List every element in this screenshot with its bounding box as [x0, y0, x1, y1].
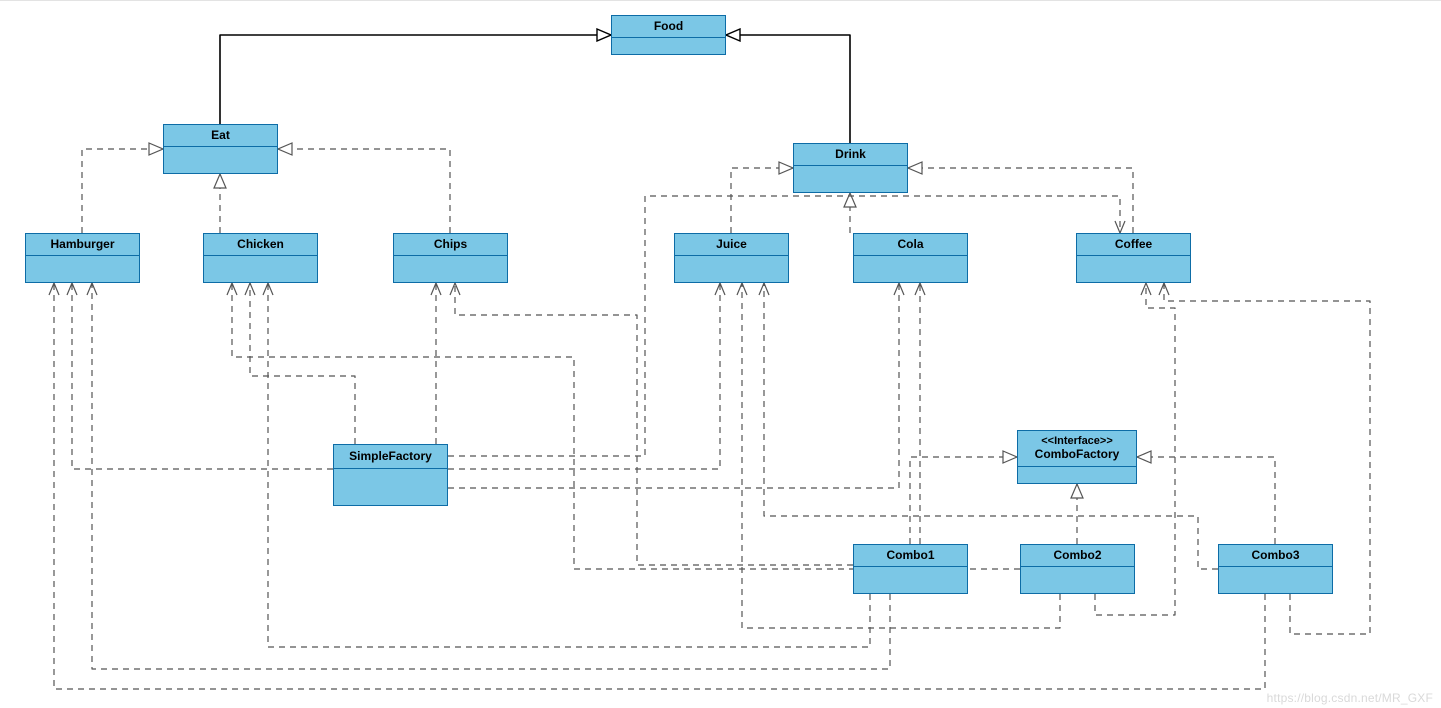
uml-node-title: Food: [612, 16, 725, 38]
uml-node-juice: Juice: [674, 233, 789, 283]
uml-node-label: Hamburger: [28, 238, 137, 252]
uml-node-body: [334, 469, 447, 506]
diagram-canvas: Food Eat Drink Hamburger Chicken Chips Juice Co…: [0, 0, 1441, 708]
edge-c3-hamburger2: [54, 283, 1265, 689]
uml-node-body: [675, 256, 788, 283]
uml-node-title: Coffee: [1077, 234, 1190, 256]
watermark-text: https://blog.csdn.net/MR_GXF: [1267, 691, 1433, 705]
edge-coffee-drink: [908, 168, 1133, 233]
uml-node-food: Food: [611, 15, 726, 55]
edge-c1-chips: [455, 283, 853, 565]
uml-node-body: [394, 256, 507, 283]
uml-node-label: Chicken: [206, 238, 315, 252]
edge-c2-chicken2: [232, 283, 1020, 569]
uml-node-simplefactory: SimpleFactory: [333, 444, 448, 506]
uml-node-coffee: Coffee: [1076, 233, 1191, 283]
uml-node-body: [1219, 567, 1332, 594]
uml-node-body: [26, 256, 139, 283]
edge-hamburger-eat: [82, 149, 163, 233]
uml-node-title: Chips: [394, 234, 507, 256]
uml-node-label: ComboFactory: [1020, 448, 1134, 462]
uml-node-label: Combo1: [856, 549, 965, 563]
edge-combo3-cf: [1137, 457, 1275, 544]
uml-node-body: [612, 38, 725, 55]
edge-juice-drink: [731, 168, 793, 233]
edge-sf-chicken: [250, 283, 355, 444]
edges-layer: [0, 1, 1441, 708]
uml-node-title: <<Interface>>ComboFactory: [1018, 431, 1136, 467]
edge-chips-eat: [278, 149, 450, 233]
uml-node-body: [1021, 567, 1134, 594]
uml-node-label: Food: [614, 20, 723, 34]
uml-node-label: SimpleFactory: [336, 450, 445, 464]
uml-node-title: Combo2: [1021, 545, 1134, 567]
uml-node-title: Juice: [675, 234, 788, 256]
uml-node-cola: Cola: [853, 233, 968, 283]
uml-node-label: Eat: [166, 129, 275, 143]
uml-node-body: [204, 256, 317, 283]
edge-eat-food: [220, 35, 611, 124]
uml-node-title: SimpleFactory: [334, 445, 447, 469]
uml-node-label: Cola: [856, 238, 965, 252]
uml-node-label: Drink: [796, 148, 905, 162]
uml-node-title: Chicken: [204, 234, 317, 256]
uml-node-title: Drink: [794, 144, 907, 166]
uml-node-label: Chips: [396, 238, 505, 252]
uml-node-label: Combo3: [1221, 549, 1330, 563]
uml-node-chicken: Chicken: [203, 233, 318, 283]
uml-node-title: Hamburger: [26, 234, 139, 256]
uml-node-combo2: Combo2: [1020, 544, 1135, 594]
uml-node-body: [854, 567, 967, 594]
uml-node-combofactory: <<Interface>>ComboFactory: [1017, 430, 1137, 484]
edge-drink-food: [726, 35, 850, 143]
uml-node-title: Cola: [854, 234, 967, 256]
edge-c3-juice: [764, 283, 1218, 569]
uml-node-label: Combo2: [1023, 549, 1132, 563]
uml-node-drink: Drink: [793, 143, 908, 193]
edge-combo1-cf: [910, 457, 1017, 544]
uml-node-label: Juice: [677, 238, 786, 252]
uml-node-label: Coffee: [1079, 238, 1188, 252]
uml-node-body: [1018, 467, 1136, 484]
uml-node-title: Combo1: [854, 545, 967, 567]
uml-node-body: [164, 147, 277, 174]
edge-sf-hamburger: [72, 283, 333, 469]
edge-sf-juice: [448, 283, 720, 469]
edge-sf-cola: [448, 283, 899, 488]
uml-node-title: Combo3: [1219, 545, 1332, 567]
uml-node-combo1: Combo1: [853, 544, 968, 594]
edge-c1-hamburger: [92, 283, 890, 669]
uml-node-hamburger: Hamburger: [25, 233, 140, 283]
uml-node-chips: Chips: [393, 233, 508, 283]
uml-node-body: [854, 256, 967, 283]
uml-node-title: Eat: [164, 125, 277, 147]
uml-node-body: [1077, 256, 1190, 283]
uml-node-combo3: Combo3: [1218, 544, 1333, 594]
uml-node-body: [794, 166, 907, 193]
uml-node-eat: Eat: [163, 124, 278, 174]
